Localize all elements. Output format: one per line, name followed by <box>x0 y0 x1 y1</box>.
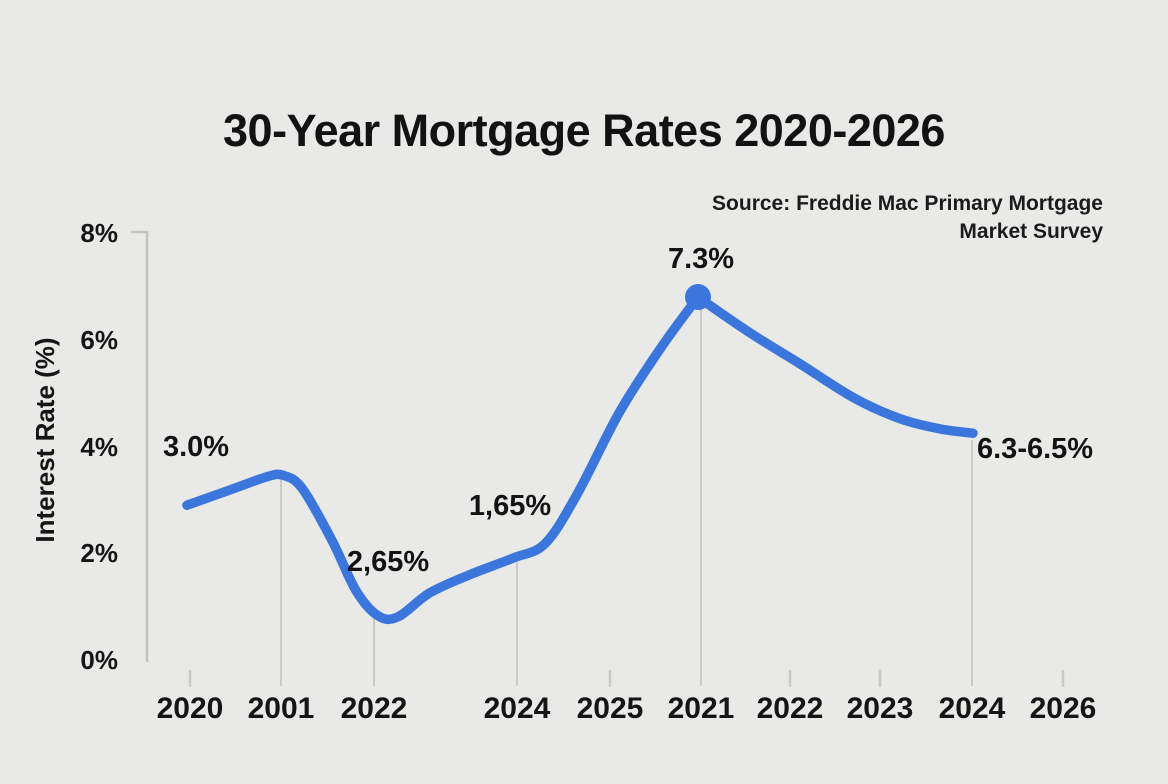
x-tick-label: 2023 <box>846 692 914 725</box>
data-label: 1,65% <box>468 490 552 522</box>
x-tick-label: 2022 <box>340 692 408 725</box>
data-label: 6.3-6.5% <box>977 433 1094 465</box>
x-tick-label: 2024 <box>938 692 1006 725</box>
peak-dot <box>685 284 711 311</box>
y-tick-label: 6% <box>80 324 118 355</box>
x-tick-label: 2001 <box>247 692 315 725</box>
y-tick-label: 0% <box>80 645 118 675</box>
source-note-line2: Market Survey <box>959 220 1103 243</box>
source-note-line1: Source: Freddie Mac Primary Mortgage <box>712 192 1103 215</box>
x-tick-label: 2024 <box>483 692 551 725</box>
rate-line-fall <box>693 292 978 438</box>
x-tick-label: 2026 <box>1029 692 1097 725</box>
x-tick-label: 2022 <box>756 692 824 725</box>
rate-line-rise <box>182 292 703 625</box>
y-tick-label: 4% <box>80 431 118 462</box>
x-tick-label: 2020 <box>156 692 224 725</box>
x-tick-label: 2025 <box>576 692 644 725</box>
chart-title: 30-Year Mortgage Rates 2020-2026 <box>223 105 945 156</box>
data-label: 7.3% <box>667 243 735 275</box>
y-tick-label: 8% <box>80 218 118 248</box>
source-note: Source: Freddie Mac Primary Mortgage Mar… <box>712 190 1103 246</box>
data-label: 2,65% <box>346 546 430 578</box>
x-tick-label: 2021 <box>667 692 735 725</box>
data-label: 3.0% <box>162 431 230 463</box>
y-tick-label: 2% <box>80 538 118 569</box>
